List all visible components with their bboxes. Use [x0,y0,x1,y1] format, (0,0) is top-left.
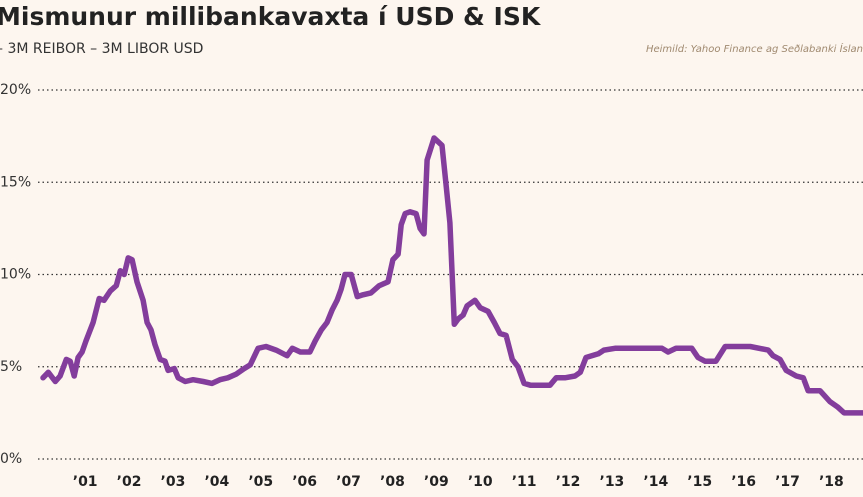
x-tick-label: ’10 [468,474,493,490]
x-tick-label: ’16 [731,474,756,490]
x-tick-label: ’07 [336,474,361,490]
x-tick-label: ’03 [161,474,186,490]
x-tick-label: ’02 [117,474,142,490]
x-tick-label: ’09 [424,474,449,490]
data-line [40,135,863,416]
x-tick-label: ’04 [204,474,229,490]
y-tick-label: 15% [0,174,31,190]
x-tick-label: ’13 [600,474,625,490]
x-tick-label: ’08 [380,474,405,490]
x-tick-label: ’18 [819,474,844,490]
chart-source: Heimild: Yahoo Finance ag Seðlabanki Ísl… [646,42,863,55]
x-tick-label: ’15 [687,474,712,490]
y-tick-label: 0% [0,451,22,467]
x-tick-label: ’12 [556,474,581,490]
x-tick-label: ’06 [292,474,317,490]
x-tick-label: ’01 [73,474,98,490]
x-tick-label: ’05 [248,474,273,490]
x-tick-label: ’17 [775,474,800,490]
x-tick-label: ’14 [643,474,668,490]
chart-subtitle: – 3M REIBOR – 3M LIBOR USD [0,41,203,57]
x-tick-label: ’11 [512,474,537,490]
y-tick-label: 5% [0,359,22,375]
y-tick-label: 10% [0,267,31,283]
chart-title: Mismunur millibankavaxta í USD & ISK [0,2,542,31]
y-tick-label: 20% [0,82,31,98]
